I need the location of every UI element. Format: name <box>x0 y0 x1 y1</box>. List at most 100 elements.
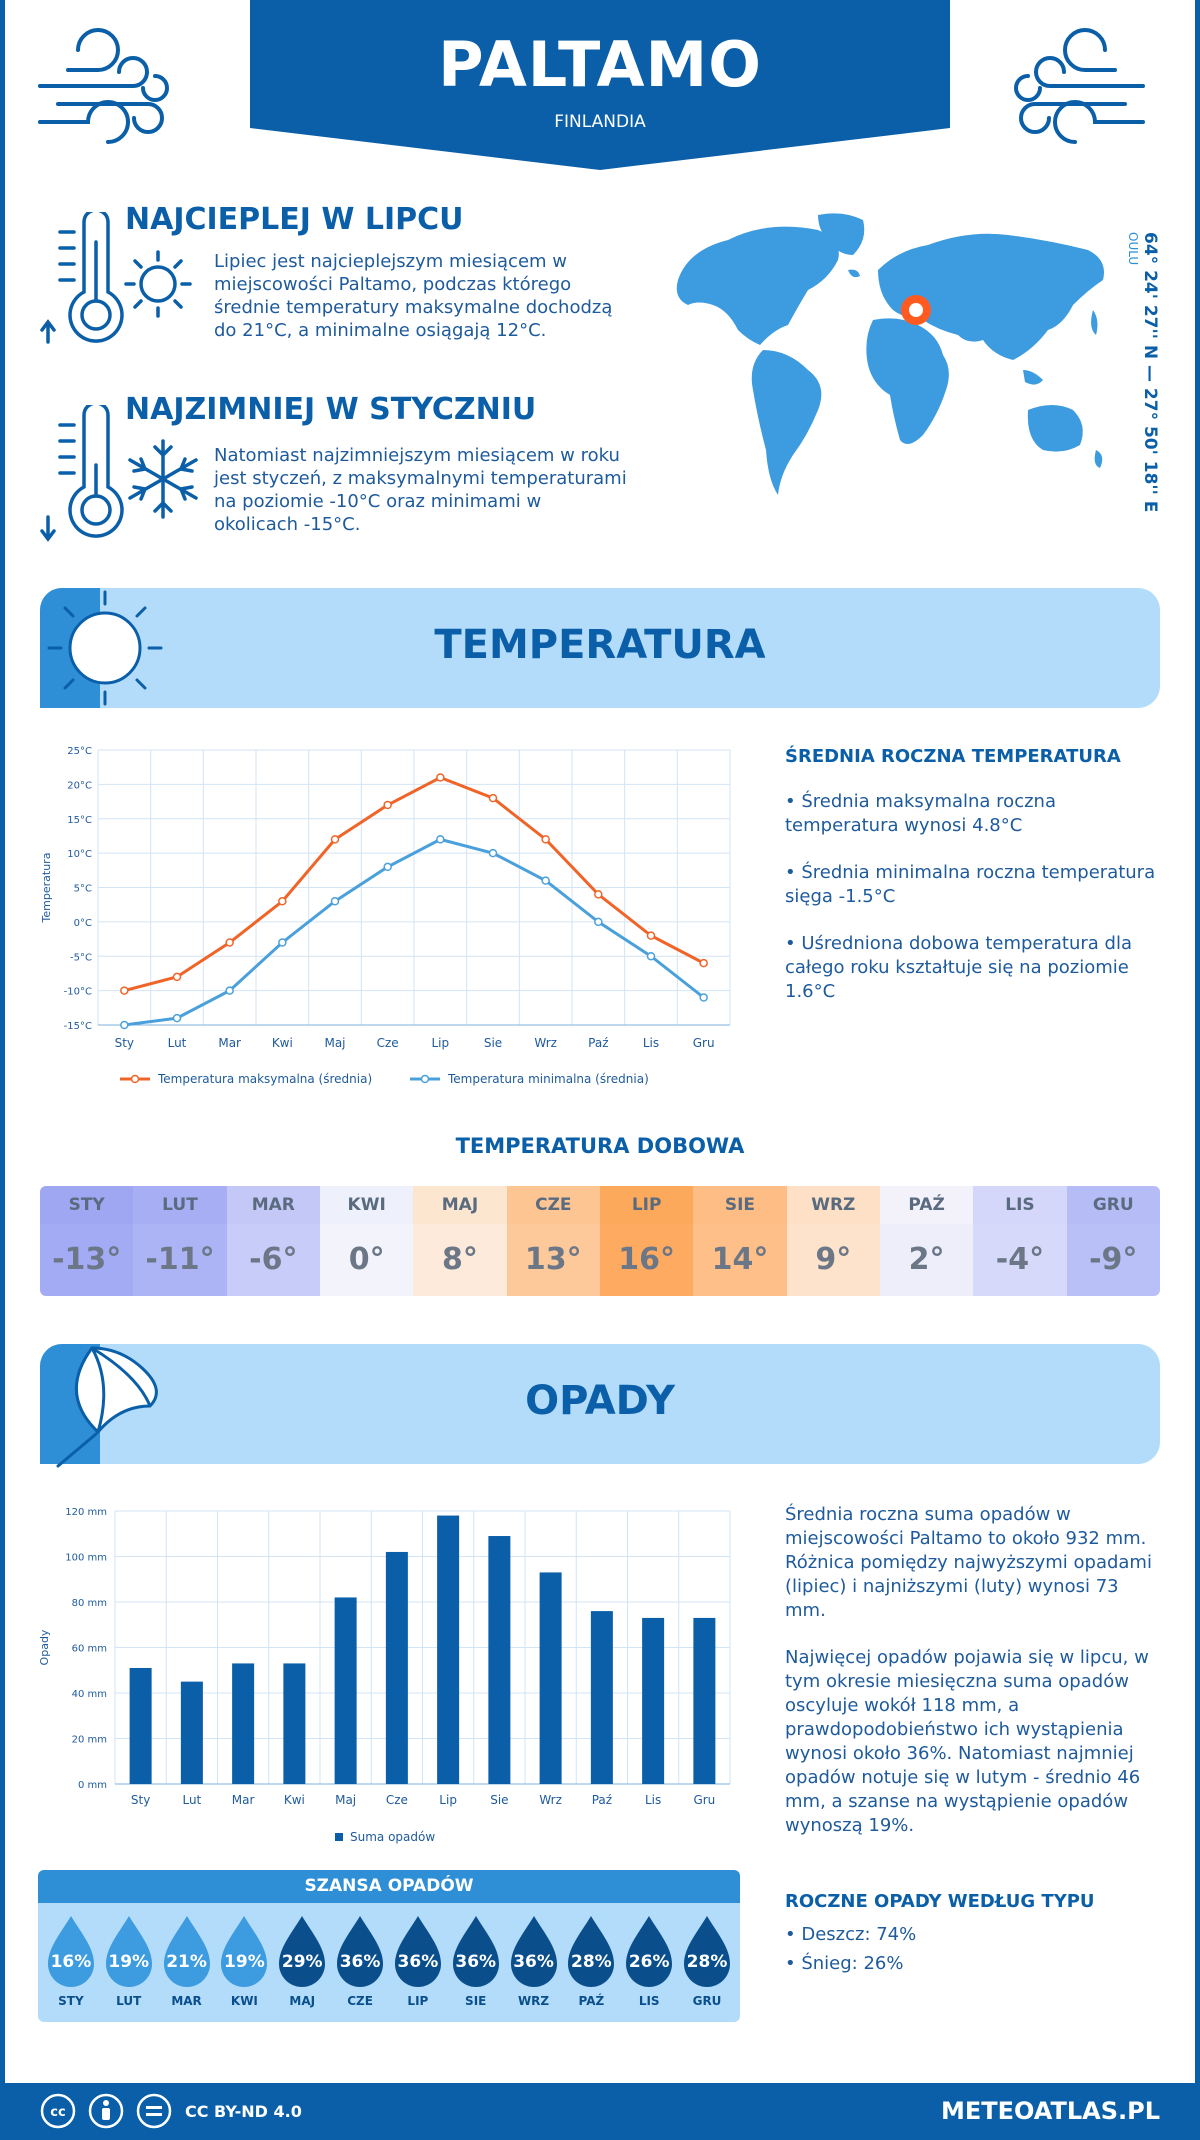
x-tick-label: Kwi <box>272 1036 293 1050</box>
x-tick-label: Lip <box>432 1036 450 1050</box>
annual-item-line: 1.6°C <box>785 981 836 1002</box>
raindrop-icon <box>452 1916 499 1987</box>
daily-value: 13° <box>506 1224 600 1296</box>
raindrop-icon <box>626 1916 673 1987</box>
data-point <box>330 897 340 906</box>
data-point <box>383 800 392 810</box>
chance-percent: 29% <box>281 1952 323 1972</box>
site-link[interactable]: METEOATLAS.PL <box>940 2097 1160 2125</box>
legend-swatch <box>335 1833 343 1841</box>
precip-chance-drops: 16% STY 19% LUT 21% MAR 19% KWI 29% MAJ 36% CZE 36% L… <box>42 1914 736 2014</box>
bar <box>334 1597 357 1784</box>
y-tick-label: -10°C <box>64 987 92 998</box>
y-tick-label: 60 mm <box>72 1644 107 1655</box>
y-axis-label: Temperatura <box>40 853 53 924</box>
wind-icon <box>38 28 169 144</box>
precip-text-line: (lipiec) i najniższymi (luty) wynosi 73 <box>785 1576 1119 1597</box>
y-tick-label: 40 mm <box>72 1689 107 1700</box>
daily-cell: CZE 13° <box>506 1186 600 1296</box>
daily-value: 16° <box>599 1224 694 1296</box>
x-tick-label: Cze <box>377 1036 399 1050</box>
precip-description: Średnia roczna suma opadów w miejscowości… <box>785 1503 1152 1838</box>
raindrop-shape <box>684 1916 731 1987</box>
chance-drop: 29% MAJ <box>273 1914 331 2014</box>
chance-percent: 19% <box>224 1952 265 1972</box>
chance-month: SIE <box>465 1994 487 2008</box>
precip-text-line: tym okresie miesięczna suma opadów <box>785 1671 1129 1692</box>
bar <box>590 1611 613 1784</box>
hottest-text-line: średnie temperatury maksymalne dochodzą <box>214 297 613 318</box>
chance-month: MAJ <box>289 1994 316 2008</box>
precip-chart: 0 mm 20 mm 40 mm 60 mm 80 mm 100 mm 120 mm Sty L… <box>38 1507 731 1844</box>
precip-text-line <box>785 1623 1152 1646</box>
daily-value: 2° <box>879 1224 974 1296</box>
chance-percent: 21% <box>166 1952 207 1972</box>
raindrop-shape <box>105 1916 152 1987</box>
header: PALTAMO FINLANDIA <box>250 0 950 170</box>
precip-text-line: Różnica pomiędzy najwyższymi opadami <box>785 1552 1152 1573</box>
daily-month: GRU <box>1066 1186 1160 1224</box>
temperature-banner <box>40 588 1160 708</box>
precip-type-snow: • Śnieg: 26% <box>785 1953 904 1974</box>
daily-month: PAŹ <box>879 1186 974 1224</box>
svg-text:cc: cc <box>50 2105 65 2120</box>
legend-marker <box>130 1074 140 1084</box>
precip-text-line: oscyluje wokół 118 mm, a <box>785 1695 1020 1716</box>
chance-drop: 19% KWI <box>215 1914 273 2014</box>
y-tick-label: 120 mm <box>65 1507 107 1518</box>
chance-month: GRU <box>692 1994 722 2008</box>
y-tick-label: 80 mm <box>72 1598 107 1609</box>
daily-value: 0° <box>319 1224 414 1296</box>
temperature-title: TEMPERATURA <box>434 622 766 668</box>
data-point <box>330 835 340 844</box>
raindrop-shape <box>510 1916 557 1987</box>
x-tick-label: Lip <box>439 1793 457 1807</box>
x-tick-label: Lis <box>645 1793 661 1807</box>
data-point <box>541 835 550 844</box>
raindrop-shape <box>221 1916 268 1987</box>
data-point <box>594 917 603 927</box>
y-tick-label: 15°C <box>67 815 92 826</box>
raindrop-icon <box>105 1916 152 1987</box>
chance-percent: 26% <box>628 1952 670 1972</box>
region-text: OULU <box>1126 232 1140 266</box>
data-point <box>383 862 392 872</box>
chance-percent: 36% <box>513 1952 554 1972</box>
daily-cell: MAJ 8° <box>413 1186 507 1296</box>
daily-month: LIS <box>973 1186 1067 1224</box>
chance-drop: 36% WRZ <box>505 1914 563 2014</box>
daily-value: 9° <box>786 1224 880 1296</box>
header-shape <box>250 0 950 170</box>
bar <box>539 1572 562 1784</box>
precip-type-rain: • Deszcz: 74% <box>785 1924 917 1945</box>
daily-cell: KWI 0° <box>319 1186 414 1296</box>
daily-cell: WRZ 9° <box>786 1186 880 1296</box>
x-tick-label: Gru <box>693 1793 715 1807</box>
x-tick-label: Lis <box>643 1036 659 1050</box>
y-tick-label: -15°C <box>64 1021 92 1032</box>
x-tick-label: Maj <box>335 1793 356 1807</box>
x-tick-label: Mar <box>232 1793 255 1807</box>
license-label[interactable]: CC BY-ND 4.0 <box>185 2102 302 2121</box>
bar <box>180 1681 203 1784</box>
annual-item-line: temperatura wynosi 4.8°C <box>785 815 1023 836</box>
data-point <box>172 1013 182 1023</box>
chance-month: CZE <box>347 1994 373 2008</box>
hottest-text-line: miejscowości Paltamo, podczas którego <box>214 274 572 295</box>
x-tick-label: Wrz <box>539 1793 562 1807</box>
y-tick-label: 0°C <box>74 918 92 929</box>
temperature-chart: -15°C -10°C -5°C 0°C 5°C 10°C 15°C 20°C 25°C Sty L… <box>40 746 731 1086</box>
hottest-text-line: do 21°C, a minimalne osiągają 12°C. <box>214 320 547 341</box>
data-point <box>225 986 234 995</box>
data-point <box>436 773 445 782</box>
coordinates: 64° 24' 27'' N — 27° 50' 18'' E OULU <box>1126 232 1160 512</box>
raindrop-icon <box>337 1916 384 1987</box>
precip-text-line: wynosi około 36%. Natomiast najmniej <box>785 1743 1134 1764</box>
raindrop-icon <box>163 1916 210 1987</box>
bar <box>283 1663 306 1784</box>
series-line <box>123 775 705 993</box>
chance-drop: 36% CZE <box>331 1914 389 2014</box>
x-tick-label: Gru <box>693 1036 715 1050</box>
chance-percent: 36% <box>455 1952 497 1972</box>
raindrop-shape <box>394 1916 441 1987</box>
